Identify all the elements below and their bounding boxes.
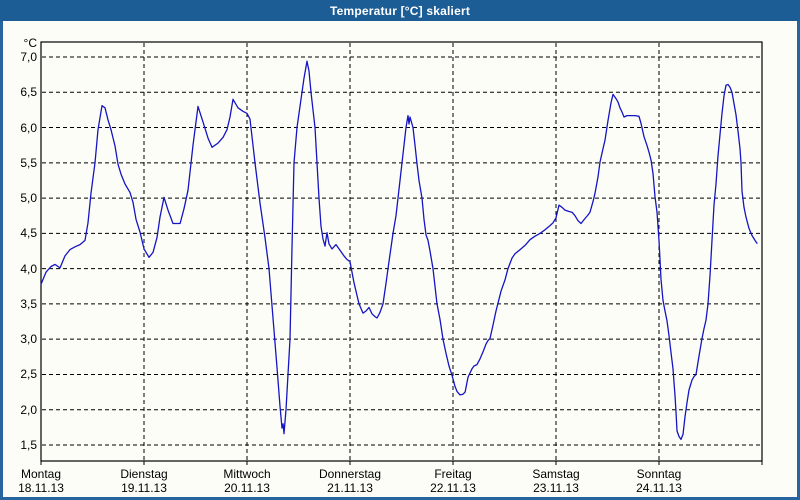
y-axis-tick-label: 2,0 bbox=[20, 402, 37, 417]
y-axis-tick-label: 4,5 bbox=[20, 226, 37, 241]
y-axis-tick-label: 1,5 bbox=[20, 437, 37, 452]
temperature-series-line bbox=[40, 60, 758, 441]
x-axis-day-label: Donnerstag bbox=[318, 467, 382, 481]
x-axis-day-label: Freitag bbox=[434, 467, 472, 481]
x-axis-date-label: 24.11.13 bbox=[636, 481, 682, 495]
y-axis-tick-label: 6,0 bbox=[20, 120, 37, 135]
x-axis-day-label: Mittwoch bbox=[223, 467, 271, 481]
y-axis-tick-label: 3,5 bbox=[20, 296, 37, 311]
x-axis-date-label: 23.11.13 bbox=[533, 481, 579, 495]
y-axis-tick-label: 4,0 bbox=[20, 261, 37, 276]
y-axis-tick-label: 6,5 bbox=[20, 85, 37, 100]
x-axis-date-label: 21.11.13 bbox=[327, 481, 373, 495]
y-axis-tick-label: 5,5 bbox=[20, 155, 37, 170]
x-axis-date-label: 22.11.13 bbox=[430, 481, 476, 495]
x-axis-date-label: 20.11.13 bbox=[224, 481, 270, 495]
x-axis-date-label: 19.11.13 bbox=[121, 481, 167, 495]
window-title: Temperatur [°C] skaliert bbox=[329, 3, 471, 18]
y-axis-unit-label: °C bbox=[23, 36, 37, 50]
y-axis-tick-label: 7,0 bbox=[20, 50, 37, 64]
plot-frame bbox=[40, 41, 763, 462]
window-titlebar: Temperatur [°C] skaliert bbox=[0, 0, 800, 21]
x-axis-day-label: Montag bbox=[20, 467, 62, 481]
x-axis-day-label: Samstag bbox=[532, 467, 580, 481]
x-axis-date-label: 18.11.13 bbox=[18, 481, 64, 495]
x-axis-day-label: Sonntag bbox=[636, 467, 682, 481]
x-axis-day-label: Dienstag bbox=[120, 467, 168, 481]
y-axis-tick-label: 3,0 bbox=[20, 332, 37, 347]
y-axis-tick-label: 5,0 bbox=[20, 191, 37, 206]
y-axis-tick-label: 2,5 bbox=[20, 367, 37, 382]
